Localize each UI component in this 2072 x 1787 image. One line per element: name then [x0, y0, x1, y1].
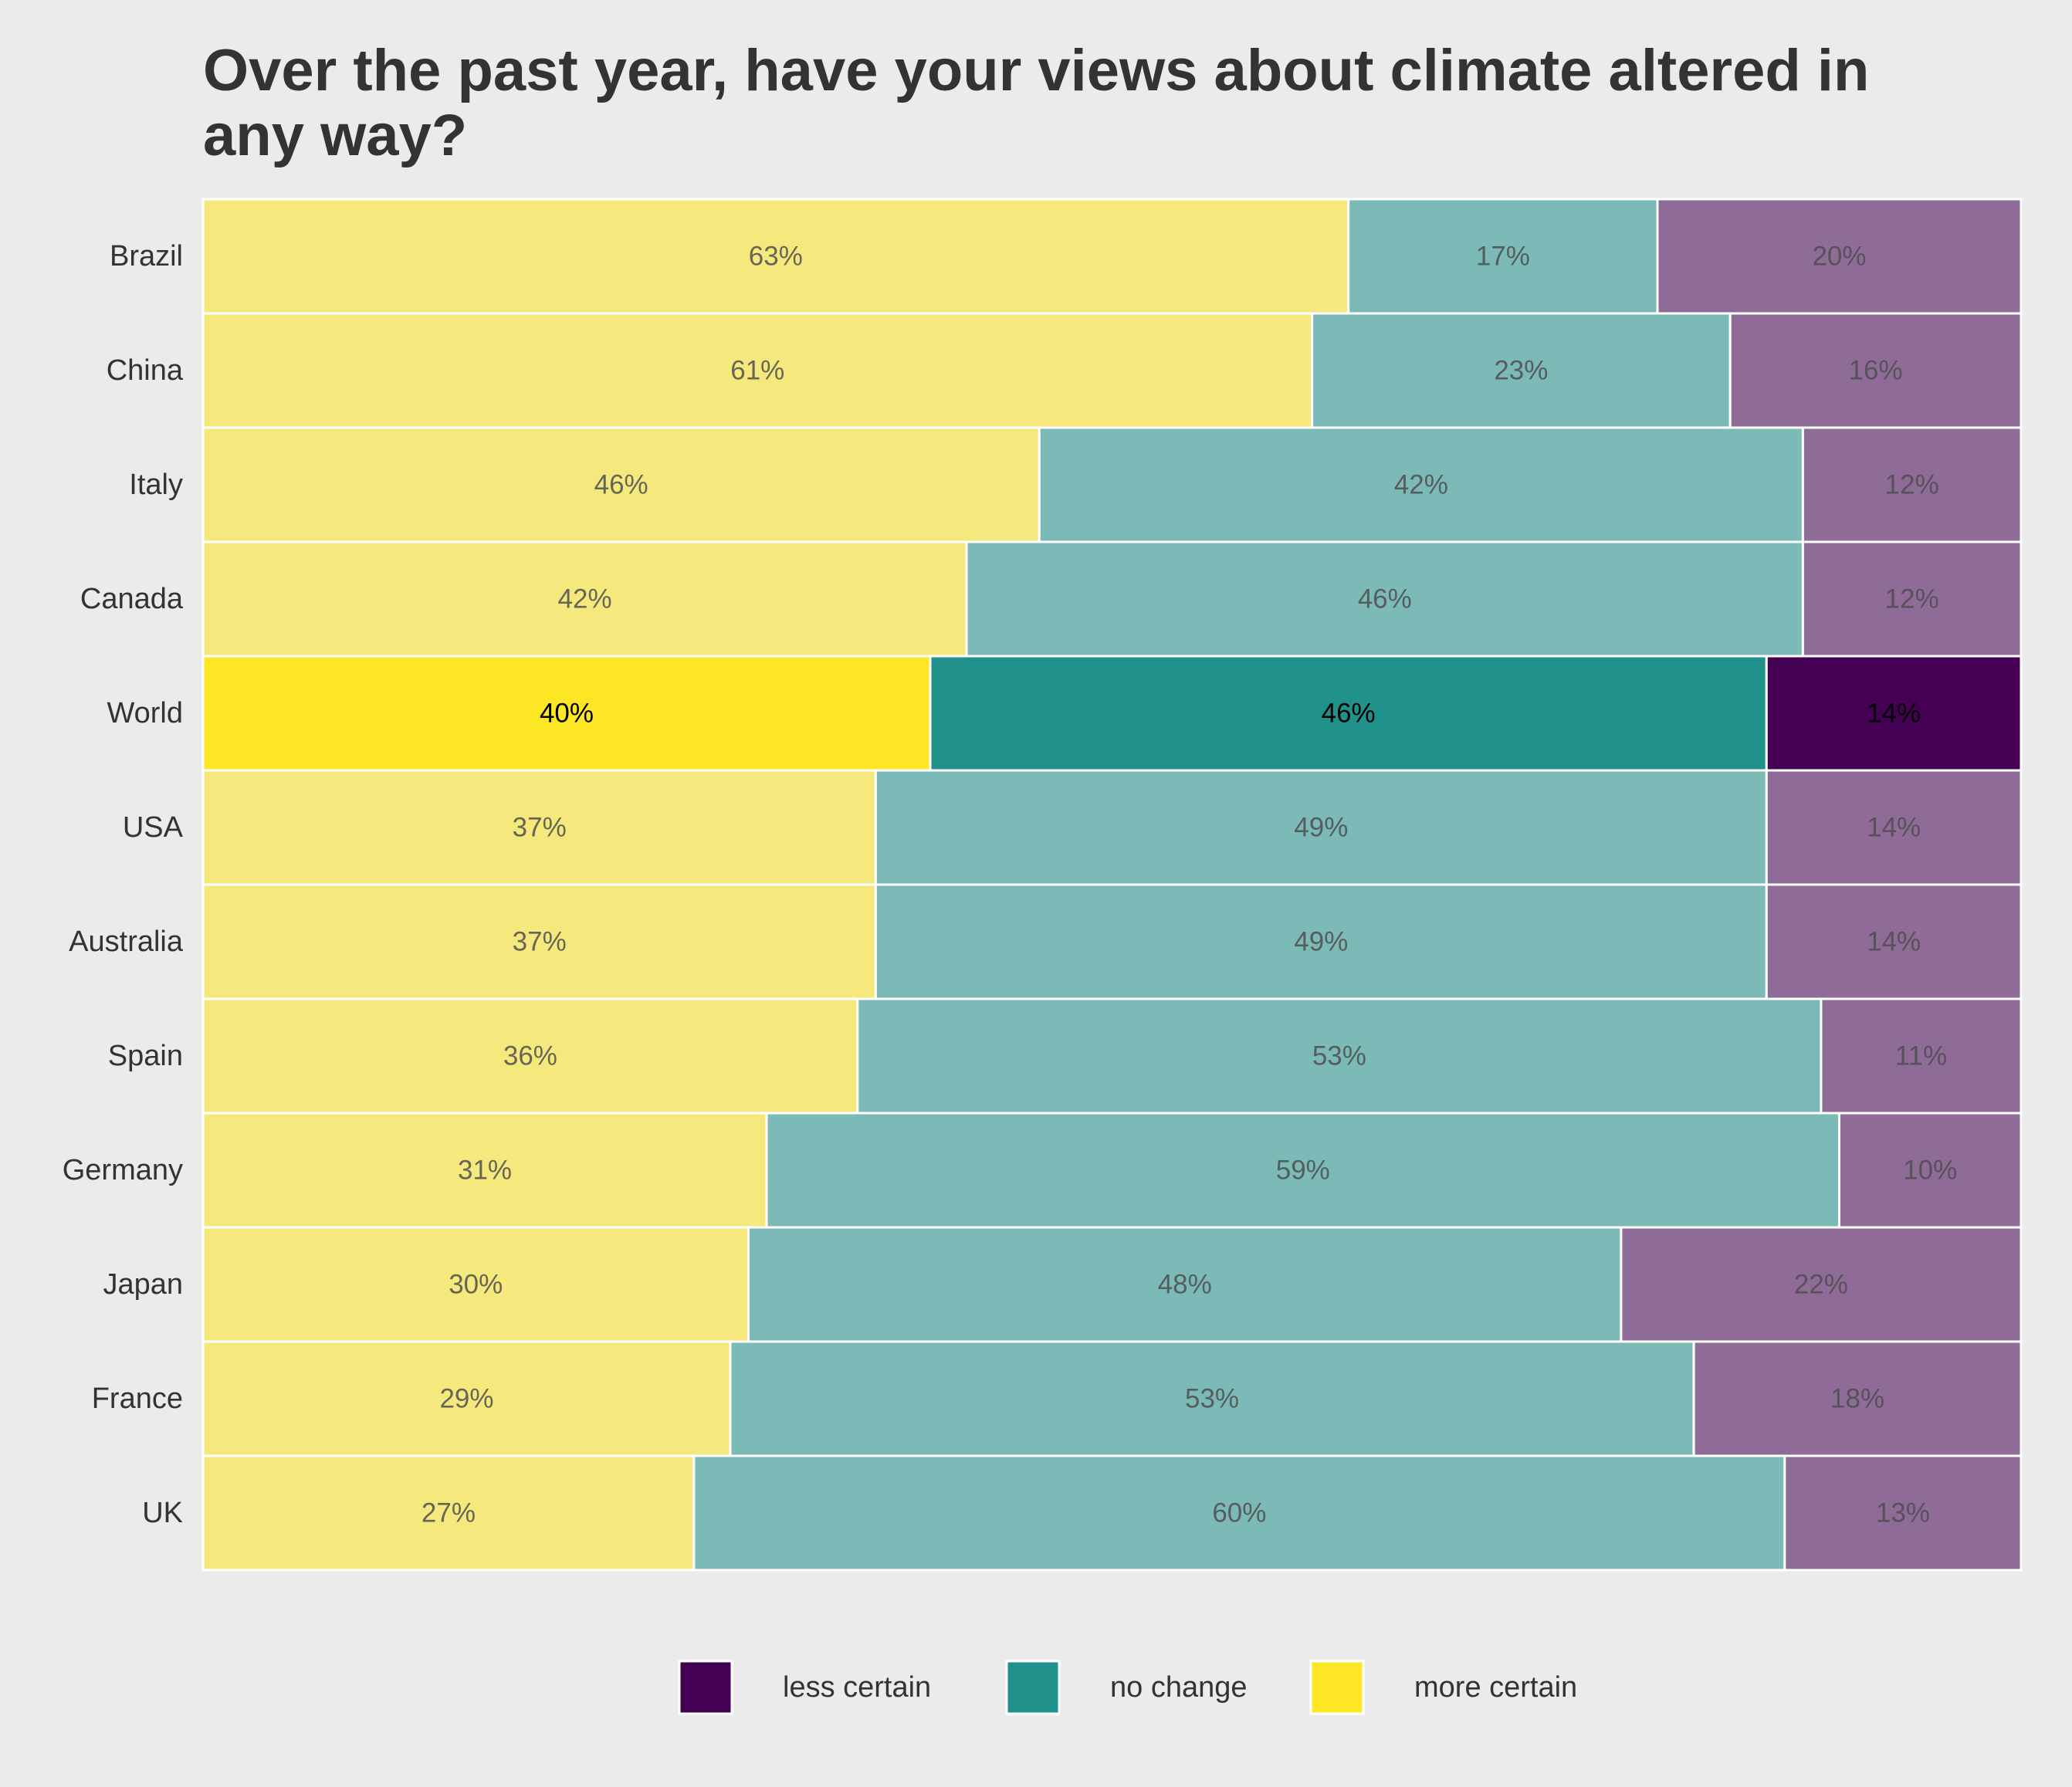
- bar-japan-more-certain: [201, 1226, 750, 1343]
- data-label-germany-less-certain: 10%: [1903, 1156, 1957, 1186]
- bar-france-no-change: [729, 1340, 1695, 1457]
- data-label-canada-no-change: 46%: [1358, 584, 1412, 614]
- bar-uk-less-certain: [1783, 1454, 2023, 1572]
- data-label-japan-more-certain: 30%: [449, 1270, 503, 1300]
- bar-germany-less-certain: [1838, 1112, 2023, 1229]
- data-label-italy-no-change: 42%: [1394, 470, 1448, 500]
- data-label-spain-more-certain: 36%: [503, 1041, 557, 1071]
- bar-china-more-certain: [201, 312, 1314, 429]
- data-label-france-less-certain: 18%: [1830, 1384, 1884, 1414]
- data-label-australia-no-change: 49%: [1294, 927, 1348, 957]
- y-tick-label-australia: Australia: [69, 926, 184, 958]
- bar-italy-no-change: [1038, 426, 1804, 543]
- legend-key-less-certain: [678, 1660, 733, 1715]
- y-tick-label-china: China: [107, 354, 184, 387]
- bar-germany-no-change: [765, 1112, 1840, 1229]
- bar-canada-less-certain: [1801, 540, 2023, 658]
- bar-spain-no-change: [856, 997, 1823, 1115]
- bar-canada-more-certain: [201, 540, 968, 658]
- y-tick-label-uk: UK: [142, 1497, 183, 1529]
- data-label-uk-more-certain: 27%: [422, 1498, 476, 1528]
- data-label-brazil-no-change: 17%: [1476, 242, 1530, 272]
- y-tick-label-japan: Japan: [103, 1268, 183, 1301]
- legend-label-less-certain: less certain: [783, 1671, 931, 1704]
- data-label-france-more-certain: 29%: [439, 1384, 493, 1414]
- data-label-brazil-less-certain: 20%: [1812, 242, 1866, 272]
- data-label-italy-less-certain: 12%: [1885, 470, 1939, 500]
- row-labels: Brazil China Italy Canada World USA Australia S…: [63, 240, 184, 1529]
- bar-china-less-certain: [1728, 312, 2023, 429]
- y-tick-label-usa: USA: [123, 811, 184, 844]
- data-label-china-more-certain: 61%: [730, 356, 784, 386]
- bar-world-more-certain: [201, 655, 932, 772]
- data-label-germany-no-change: 59%: [1276, 1156, 1330, 1186]
- bar-canada-no-change: [965, 540, 1804, 658]
- legend-label-no-change: no change: [1110, 1671, 1248, 1704]
- y-tick-label-world: World: [107, 697, 183, 729]
- legend-label-more-certain: more certain: [1414, 1671, 1577, 1704]
- data-label-usa-less-certain: 14%: [1867, 813, 1921, 843]
- data-label-brazil-more-certain: 63%: [749, 242, 803, 272]
- data-label-australia-more-certain: 37%: [513, 927, 567, 957]
- bar-brazil-less-certain: [1656, 198, 2023, 315]
- bar-japan-less-certain: [1620, 1226, 2023, 1343]
- data-label-australia-less-certain: 14%: [1867, 927, 1921, 957]
- data-label-usa-no-change: 49%: [1294, 813, 1348, 843]
- data-label-japan-no-change: 48%: [1158, 1270, 1212, 1300]
- chart-title: Over the past year, have your views abou…: [203, 38, 1870, 168]
- data-label-world-less-certain: 14%: [1867, 699, 1921, 729]
- bar-spain-less-certain: [1820, 997, 2023, 1115]
- data-label-spain-less-certain: 11%: [1895, 1041, 1947, 1071]
- bar-usa-no-change: [874, 769, 1768, 886]
- bar-germany-more-certain: [201, 1112, 768, 1229]
- bar-australia-less-certain: [1765, 883, 2023, 1000]
- data-label-china-no-change: 23%: [1494, 356, 1548, 386]
- y-tick-label-germany: Germany: [63, 1154, 183, 1186]
- y-tick-label-italy: Italy: [129, 469, 183, 501]
- data-label-italy-more-certain: 46%: [594, 470, 648, 500]
- y-tick-label-france: France: [92, 1383, 183, 1415]
- legend-key-more-certain: [1309, 1660, 1365, 1715]
- bar-china-no-change: [1311, 312, 1732, 429]
- data-label-uk-less-certain: 13%: [1876, 1498, 1930, 1528]
- data-label-canada-less-certain: 12%: [1885, 584, 1939, 614]
- bar-france-less-certain: [1692, 1340, 2023, 1457]
- bar-uk-more-certain: [201, 1454, 696, 1572]
- y-tick-label-brazil: Brazil: [110, 240, 183, 272]
- legend: less certain no change more certain: [678, 1660, 1577, 1715]
- y-tick-label-canada: Canada: [80, 583, 184, 615]
- data-label-usa-more-certain: 37%: [513, 813, 567, 843]
- data-label-spain-no-change: 53%: [1312, 1041, 1366, 1071]
- data-label-france-no-change: 53%: [1185, 1384, 1239, 1414]
- data-label-japan-less-certain: 22%: [1794, 1270, 1848, 1300]
- bars-layer: 63% 17% 20% 61% 23% 16% 46% 42% 12% 42% 46% 12% 40% 4…: [201, 198, 2023, 1572]
- data-label-world-more-certain: 40%: [540, 699, 594, 729]
- bar-uk-no-change: [692, 1454, 1786, 1572]
- data-label-world-no-change: 46%: [1322, 699, 1376, 729]
- data-label-germany-more-certain: 31%: [458, 1156, 512, 1186]
- bar-world-less-certain: [1765, 655, 2023, 772]
- data-label-canada-more-certain: 42%: [558, 584, 612, 614]
- bar-italy-more-certain: [201, 426, 1041, 543]
- bar-usa-less-certain: [1765, 769, 2023, 886]
- data-label-uk-no-change: 60%: [1212, 1498, 1266, 1528]
- data-label-china-less-certain: 16%: [1849, 356, 1903, 386]
- bar-france-more-certain: [201, 1340, 732, 1457]
- bar-world-no-change: [929, 655, 1768, 772]
- y-tick-label-spain: Spain: [108, 1040, 183, 1072]
- legend-key-no-change: [1005, 1660, 1061, 1715]
